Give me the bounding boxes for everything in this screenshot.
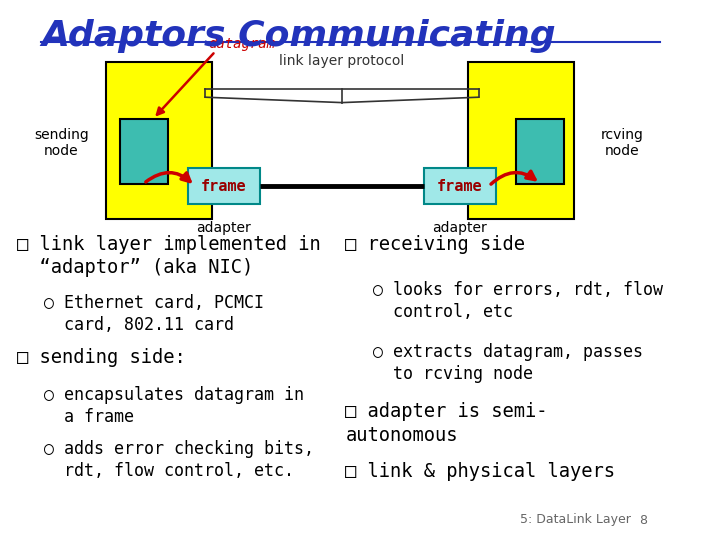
Bar [516,119,564,184]
Bar [188,168,260,204]
Text: link layer protocol: link layer protocol [279,53,405,68]
Text: ○ adds error checking bits,
  rdt, flow control, etc.: ○ adds error checking bits, rdt, flow co… [45,440,315,480]
Text: 5: DataLink Layer: 5: DataLink Layer [520,514,631,526]
Text: □ sending side:: □ sending side: [17,348,186,367]
Text: □ receiving side: □ receiving side [346,235,526,254]
Text: ○ Ethernet card, PCMCI
  card, 802.11 card: ○ Ethernet card, PCMCI card, 802.11 card [45,294,264,334]
Bar [424,168,496,204]
Text: rcving
node: rcving node [601,128,644,158]
Text: adapter: adapter [433,221,487,235]
Text: adapter: adapter [197,221,251,235]
Text: □ adapter is semi-
autonomous: □ adapter is semi- autonomous [346,402,548,445]
Text: frame: frame [437,179,482,193]
Text: datagram: datagram [209,37,276,51]
Text: □ link & physical layers: □ link & physical layers [346,462,616,481]
Text: Adaptors Communicating: Adaptors Communicating [41,19,556,53]
Text: sending
node: sending node [34,128,89,158]
Text: □ link layer implemented in
  “adaptor” (aka NIC): □ link layer implemented in “adaptor” (a… [17,235,321,278]
Bar [469,62,575,219]
Text: ○ looks for errors, rdt, flow
  control, etc: ○ looks for errors, rdt, flow control, e… [373,281,662,321]
Bar [106,62,212,219]
Bar [120,119,168,184]
Text: ○ encapsulates datagram in
  a frame: ○ encapsulates datagram in a frame [45,386,305,426]
Text: 8: 8 [639,514,647,526]
Text: frame: frame [201,179,247,193]
Text: ○ extracts datagram, passes
  to rcving node: ○ extracts datagram, passes to rcving no… [373,343,643,383]
